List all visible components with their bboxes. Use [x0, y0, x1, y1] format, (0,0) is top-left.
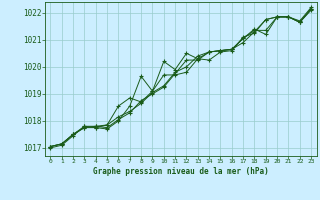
X-axis label: Graphe pression niveau de la mer (hPa): Graphe pression niveau de la mer (hPa): [93, 167, 269, 176]
